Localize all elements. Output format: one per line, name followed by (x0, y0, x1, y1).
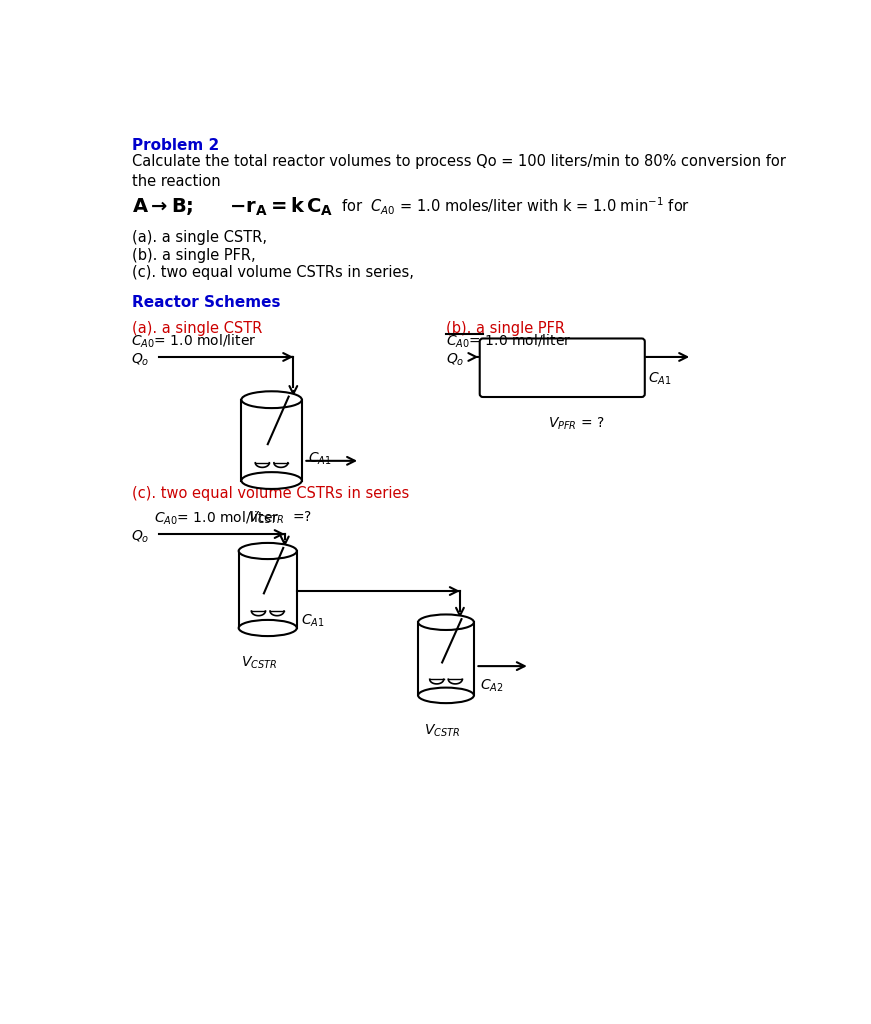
Text: Reactor Schemes: Reactor Schemes (132, 295, 280, 309)
Text: Calculate the total reactor volumes to process Qo = 100 liters/min to 80% conver: Calculate the total reactor volumes to p… (132, 155, 786, 169)
Text: $C_{A1}$: $C_{A1}$ (648, 371, 672, 387)
Text: $C_{A2}$: $C_{A2}$ (480, 678, 503, 694)
Text: $C_{A0}$= 1.0 mol/liter: $C_{A0}$= 1.0 mol/liter (131, 333, 256, 350)
Text: for  $C_{A0}$ = 1.0 moles/liter with k = 1.0 min$^{-1}$ for: for $C_{A0}$ = 1.0 moles/liter with k = … (341, 196, 691, 217)
Ellipse shape (241, 391, 302, 409)
Ellipse shape (239, 620, 297, 636)
Text: $V_{CSTR}$  =?: $V_{CSTR}$ =? (248, 510, 313, 526)
Text: $C_{A1}$: $C_{A1}$ (308, 451, 332, 467)
Ellipse shape (239, 543, 297, 559)
Text: $C_{A1}$: $C_{A1}$ (300, 612, 324, 629)
Text: the reaction: the reaction (132, 174, 220, 189)
Text: (c). two equal volume CSTRs in series,: (c). two equal volume CSTRs in series, (132, 264, 414, 280)
Text: $C_{A0}$= 1.0 mol/liter: $C_{A0}$= 1.0 mol/liter (154, 509, 280, 526)
Text: $\mathbf{A \rightarrow B;}$: $\mathbf{A \rightarrow B;}$ (132, 196, 193, 217)
Text: $Q_o$: $Q_o$ (131, 528, 149, 545)
Text: (b). a single PFR,: (b). a single PFR, (132, 249, 256, 263)
Text: Problem 2: Problem 2 (132, 137, 219, 153)
Text: $V_{CSTR}$: $V_{CSTR}$ (240, 655, 277, 672)
Text: (a). a single CSTR,: (a). a single CSTR, (132, 230, 267, 245)
Ellipse shape (418, 687, 474, 703)
Ellipse shape (241, 472, 302, 488)
Text: (b). a single PFR: (b). a single PFR (446, 321, 565, 336)
Text: $V_{PFR}$ = ?: $V_{PFR}$ = ? (549, 416, 605, 432)
Text: (c). two equal volume CSTRs in series: (c). two equal volume CSTRs in series (132, 486, 409, 502)
Text: $C_{A0}$= 1.0 mol/liter: $C_{A0}$= 1.0 mol/liter (446, 333, 571, 350)
Text: $Q_o$: $Q_o$ (446, 351, 464, 368)
Ellipse shape (418, 614, 474, 630)
Text: $V_{CSTR}$: $V_{CSTR}$ (424, 722, 461, 738)
Text: (a). a single CSTR: (a). a single CSTR (132, 321, 262, 336)
Text: $\bf{- r_A = k\,C_A}$: $\bf{- r_A = k\,C_A}$ (229, 196, 334, 218)
Text: $Q_o$: $Q_o$ (131, 351, 149, 368)
